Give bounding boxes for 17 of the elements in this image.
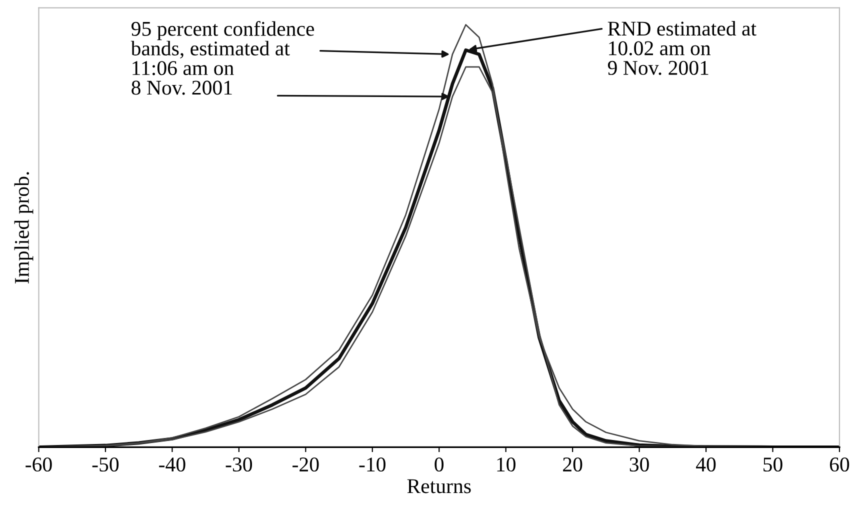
annotation: RND estimated at 10.02 am on 9 Nov. 2001 [608,21,756,76]
x-tick-label: 10 [497,457,516,472]
x-tick-label: 0 [434,457,444,472]
x-tick-label: -40 [159,457,186,472]
x-tick-label: -30 [226,457,252,472]
x-tick-label: 50 [764,457,782,472]
x-tick-label: 20 [563,457,582,472]
annotation: 95 percent confidence bands, estimated at 11:06 am on 8 Nov. 2001 [130,21,314,95]
x-tick-label: -10 [359,457,386,472]
x-tick-label: 40 [696,457,716,472]
x-tick-label: 30 [630,457,649,472]
x-tick-label: 60 [830,457,850,472]
x-tick-label: -20 [292,457,319,472]
x-tick-label: -50 [92,457,119,472]
x-axis-title: Returns [407,479,471,494]
x-tick-label: -60 [26,457,52,472]
y-axis-title: Implied prob. [14,172,34,284]
